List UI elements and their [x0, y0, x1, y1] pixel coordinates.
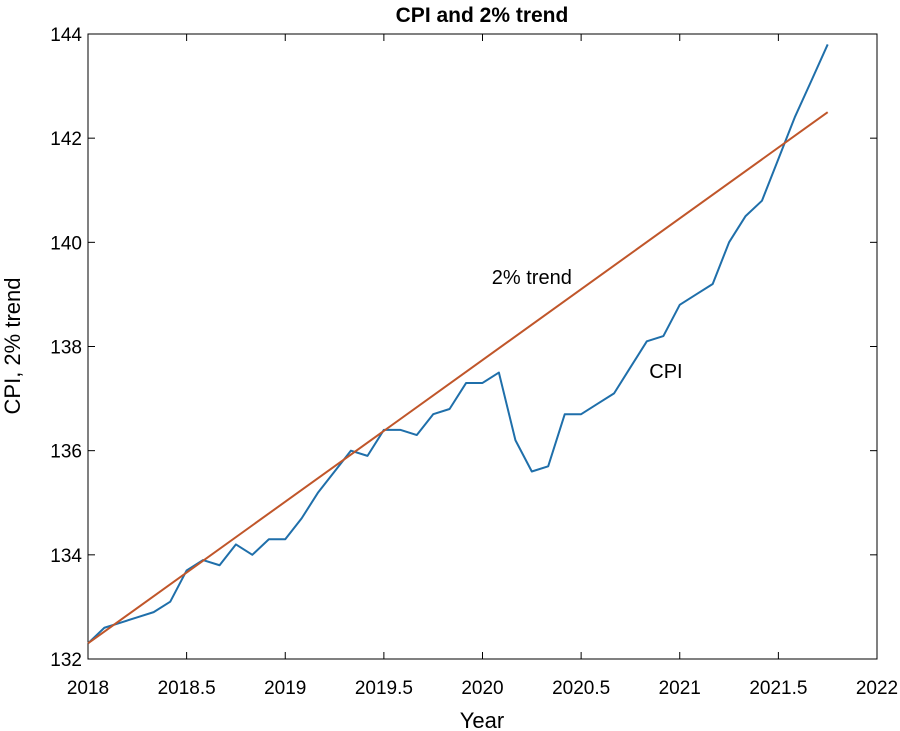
chart-title: CPI and 2% trend: [396, 4, 569, 27]
annotation-trend: 2% trend: [492, 267, 572, 289]
annotations: 2% trend CPI: [492, 267, 683, 383]
x-tick-label: 2019.5: [355, 678, 413, 699]
x-tick-label: 2019: [264, 678, 306, 699]
annotation-cpi: CPI: [649, 361, 682, 383]
y-axis: 132 134 136 138 140 142 144: [50, 25, 877, 671]
x-axis: 2018 2018.5 2019 2019.5 2020 2020.5 2021 2021.5…: [67, 34, 898, 699]
x-axis-label: Year: [460, 708, 504, 731]
x-tick-label: 2022: [856, 678, 898, 699]
y-tick-label: 144: [50, 25, 82, 46]
series-line-trend: [87, 111, 829, 645]
y-tick-label: 142: [50, 129, 82, 150]
x-tick-label: 2018: [67, 678, 109, 699]
plot-frame: [87, 33, 878, 660]
y-tick-label: 138: [50, 338, 82, 359]
y-tick-label: 134: [50, 546, 82, 567]
series-layer: [87, 44, 829, 645]
x-tick-label: 2020: [461, 678, 503, 699]
x-tick-label: 2020.5: [552, 678, 610, 699]
x-tick-label: 2021: [659, 678, 701, 699]
y-tick-label: 136: [50, 442, 82, 463]
plot-area: [87, 33, 878, 660]
y-tick-label: 132: [50, 650, 82, 671]
x-tick-label: 2018.5: [158, 678, 216, 699]
series-line-cpi: [87, 44, 829, 645]
y-axis-label: CPI, 2% trend: [0, 278, 25, 415]
x-tick-label: 2021.5: [749, 678, 807, 699]
y-tick-label: 140: [50, 233, 82, 254]
